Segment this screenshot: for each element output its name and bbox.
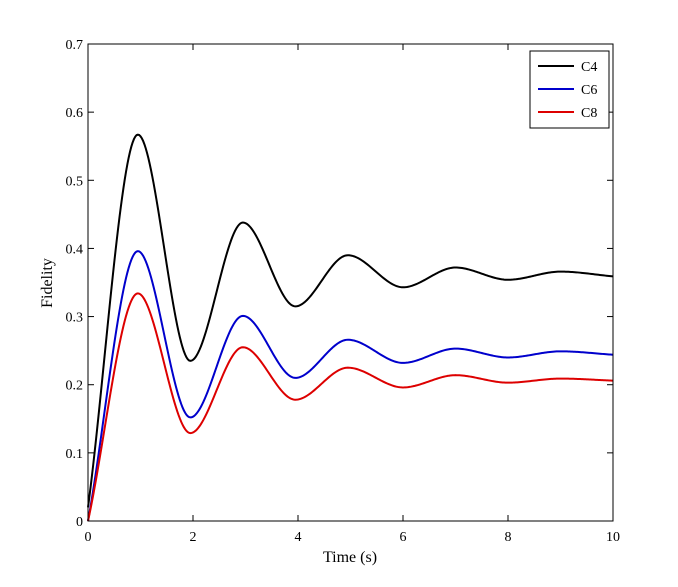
y-tick-label: 0.2 <box>66 379 84 394</box>
x-tick-label: 4 <box>295 530 302 545</box>
legend-label-c6: C6 <box>581 83 597 98</box>
x-tick-label: 6 <box>400 530 407 545</box>
x-axis-label: Time (s) <box>323 549 377 566</box>
axis-layer: 0 2 4 6 8 10 0 0.1 0.2 0.3 0.4 0.5 0.6 0.7 <box>66 38 621 545</box>
legend-label-c8: C8 <box>581 106 597 121</box>
y-tick-label: 0.6 <box>66 106 84 121</box>
legend: C4 C6 C8 <box>529 50 610 129</box>
series-line-c8 <box>87 292 614 522</box>
y-tick-label: 0.3 <box>66 311 84 326</box>
x-tick-label: 10 <box>606 530 620 545</box>
series-line-c6 <box>87 250 614 522</box>
legend-label-c4: C4 <box>581 60 597 75</box>
y-tick-label: 0 <box>76 515 83 530</box>
y-tick-label: 0.7 <box>66 38 84 53</box>
plot-frame <box>87 43 614 522</box>
y-tick-label: 0.5 <box>66 174 84 189</box>
x-tick-label: 8 <box>505 530 512 545</box>
plot-layer <box>87 133 614 522</box>
y-axis-label: Fidelity <box>39 258 56 308</box>
series-line-c4 <box>87 133 614 508</box>
x-tick-label: 2 <box>190 530 197 545</box>
y-tick-label: 0.1 <box>66 447 84 462</box>
y-tick-label: 0.4 <box>66 242 84 257</box>
x-tick-label: 0 <box>85 530 92 545</box>
